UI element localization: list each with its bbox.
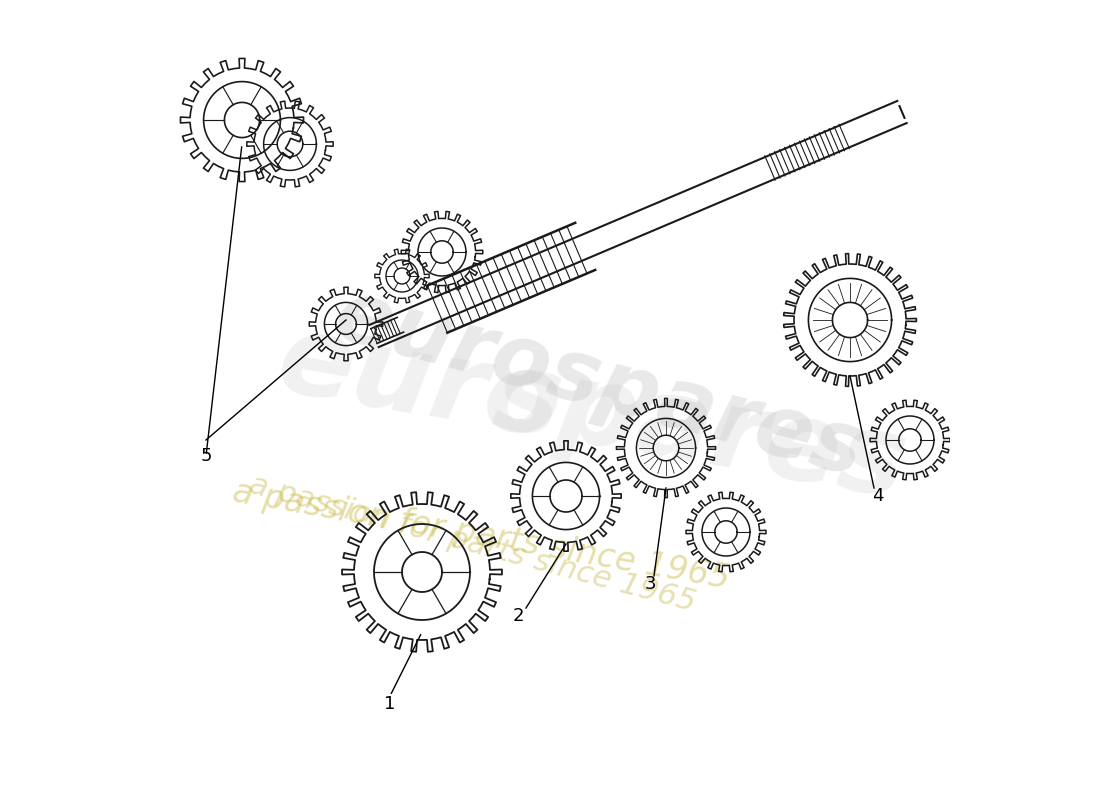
Text: a passion for parts since 1965: a passion for parts since 1965 [246, 470, 698, 618]
Text: 1: 1 [384, 695, 396, 713]
Text: 2: 2 [513, 607, 524, 625]
Text: 5: 5 [200, 447, 211, 465]
Text: 4: 4 [872, 487, 883, 505]
Text: 3: 3 [645, 575, 656, 593]
Text: spares: spares [486, 343, 915, 521]
Text: a passion for parts since 1965: a passion for parts since 1965 [230, 476, 733, 596]
Text: euro: euro [270, 306, 570, 462]
Text: eurospares: eurospares [326, 274, 873, 494]
